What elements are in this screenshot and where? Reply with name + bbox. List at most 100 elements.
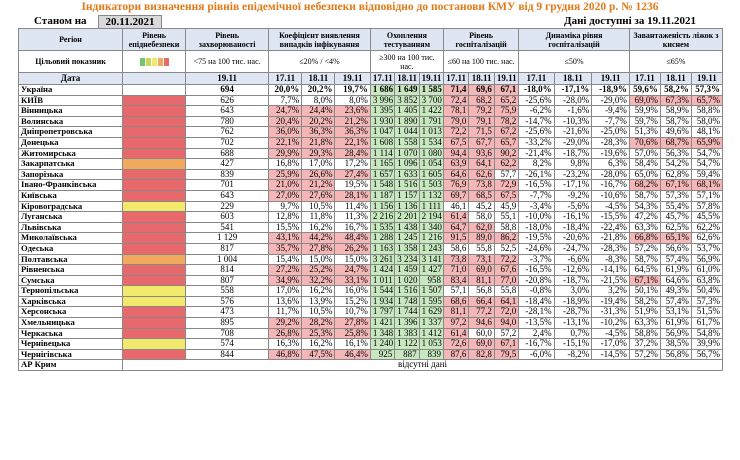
level-legend	[122, 50, 187, 73]
table-row: Закарпатська 427 16,8% 17,0% 17,2% 1 165 1 096…	[17, 158, 724, 170]
dyn-value: -12,6%	[553, 264, 593, 276]
table-row: Кіровоградська 229 9,7% 10,5% 11,4% 1 156 1 13…	[17, 200, 724, 213]
header-hosp: Рівень госпіталізацій	[442, 28, 520, 51]
detection-value: 44,2%	[301, 232, 336, 244]
date-col: 17.11	[628, 72, 661, 85]
dyn-value: 9,8%	[553, 158, 593, 170]
dyn-value: -21,8%	[591, 232, 630, 244]
as-of-date: 20.11.2021	[98, 15, 162, 29]
legend-swatch	[151, 58, 157, 67]
detection-value: 11,7%	[268, 306, 303, 319]
testing-value: 1 934	[369, 295, 396, 308]
date-col: 18.11	[553, 72, 593, 85]
dyn-value: -16,7%	[591, 179, 630, 191]
incidence-value: 427	[185, 158, 270, 170]
dyn-value: 3,2%	[591, 285, 630, 297]
incidence-value: 814	[185, 264, 270, 276]
testing-value: 1 744	[394, 306, 420, 319]
indicators-table: Регіон Рівень епіднебезпеки Рівень захво…	[17, 28, 724, 372]
hosp-value: 72,2	[442, 126, 470, 138]
detection-value: 8,0%	[301, 94, 336, 107]
testing-value: 958	[418, 274, 444, 287]
hosp-value: 78,2	[493, 115, 520, 128]
oxygen-value: 48,1%	[690, 126, 724, 138]
hosp-value: 94,4	[442, 147, 470, 160]
testing-value: 1 503	[418, 179, 444, 191]
hosp-value: 69,0	[468, 264, 495, 276]
hosp-value: 65,2	[493, 94, 520, 107]
dyn-value: -23,2%	[553, 168, 593, 181]
oxygen-value: 58,2%	[628, 295, 661, 308]
hosp-value: 58,6	[442, 242, 470, 255]
hosp-value: 75,9	[493, 105, 520, 117]
level-cell	[122, 338, 187, 350]
oxygen-value: 58,4%	[628, 158, 661, 170]
detection-value: 29,2%	[268, 317, 303, 329]
testing-value: 1 187	[369, 189, 396, 202]
header-testing: Охоплення тестуванням	[369, 28, 444, 51]
hosp-value: 76,9	[442, 179, 470, 191]
detection-value: 26,8%	[268, 327, 303, 340]
dyn-value: 6,3%	[591, 158, 630, 170]
testing-value: 2 194	[418, 211, 444, 223]
detection-value: 16,2%	[301, 338, 336, 350]
oxygen-value: 68,2%	[628, 179, 661, 191]
data-available: Дані доступні за 19.11.2021	[564, 15, 696, 27]
oxygen-value: 49,6%	[659, 126, 692, 138]
dyn-value: -24,7%	[553, 242, 593, 255]
testing-value: 1 020	[394, 274, 420, 287]
testing-value: 1 516	[394, 285, 420, 297]
detection-value: 16,2%	[301, 285, 336, 297]
oxygen-value: 58,7%	[628, 189, 661, 202]
hosp-value: 55,8	[468, 242, 495, 255]
oxygen-value: 58,9%	[659, 105, 692, 117]
table-row: Сумська 807 34,9% 32,2% 33,1% 1 011 1 020 958 83…	[17, 274, 724, 287]
table-row: Житомирська 688 29,9% 29,3% 28,4% 1 114 1 070 1…	[17, 147, 724, 160]
incidence-value: 229	[185, 200, 270, 213]
level-cell	[122, 317, 187, 329]
testing-value: 1 136	[394, 200, 420, 213]
oxygen-value: 51,9%	[628, 306, 661, 319]
dyn-value: 0,7%	[553, 327, 593, 340]
incidence-value: 643	[185, 105, 270, 117]
testing-value: 1 558	[394, 136, 420, 149]
testing-value: 1 047	[369, 126, 396, 138]
region-name: Київська	[17, 189, 124, 202]
detection-value: 9,7%	[268, 200, 303, 213]
detection-value: 21,2%	[301, 179, 336, 191]
dyn-value: -22,4%	[591, 221, 630, 234]
testing-value: 3 700	[418, 94, 444, 107]
oxygen-value: 47,2%	[628, 211, 661, 223]
target-testing: ≥300 на 100 тис. нас.	[369, 50, 444, 73]
hosp-value: 72,9	[493, 179, 520, 191]
detection-value: 10,7%	[334, 306, 371, 319]
incidence-value: 895	[185, 317, 270, 329]
table-body: Україна 694 20,0% 20,2% 19,7% 1 686 1 649 1 …	[17, 84, 724, 372]
hosp-value: 55,8	[493, 285, 520, 297]
oxygen-value: 38,5%	[659, 338, 692, 350]
oxygen-value: 57,2%	[628, 242, 661, 255]
testing-value: 1 157	[394, 189, 420, 202]
oxygen-value: 57,3%	[659, 189, 692, 202]
hosp-value: 72,6	[442, 338, 470, 350]
detection-value: 21,2%	[334, 115, 371, 128]
testing-value: 1 245	[394, 232, 420, 244]
level-cell	[122, 136, 187, 149]
date-incidence: 19.11	[185, 72, 270, 85]
level-cell	[122, 295, 187, 308]
level-cell	[122, 211, 187, 223]
oxygen-value: 56,3%	[659, 147, 692, 160]
table-row: КИЇВ 626 7,7% 8,0% 8,0% 3 996 3 852 3 700 72,4 68…	[17, 94, 724, 107]
hosp-value: 68,2	[468, 94, 495, 107]
level-cell	[122, 264, 187, 276]
testing-value: 1 427	[418, 264, 444, 276]
oxygen-value: 58,8%	[690, 105, 724, 117]
testing-value: 1 535	[369, 221, 396, 234]
table-row: Луганська 603 12,8% 11,8% 11,3% 2 216 2 201 2 1…	[17, 211, 724, 223]
oxygen-value: 67,3%	[659, 94, 692, 107]
hosp-value: 79,0	[442, 115, 470, 128]
testing-value: 1 605	[418, 168, 444, 181]
oxygen-value: 65,7%	[690, 94, 724, 107]
hosp-value: 83,4	[442, 274, 470, 287]
dyn-value: -28,3%	[591, 242, 630, 255]
